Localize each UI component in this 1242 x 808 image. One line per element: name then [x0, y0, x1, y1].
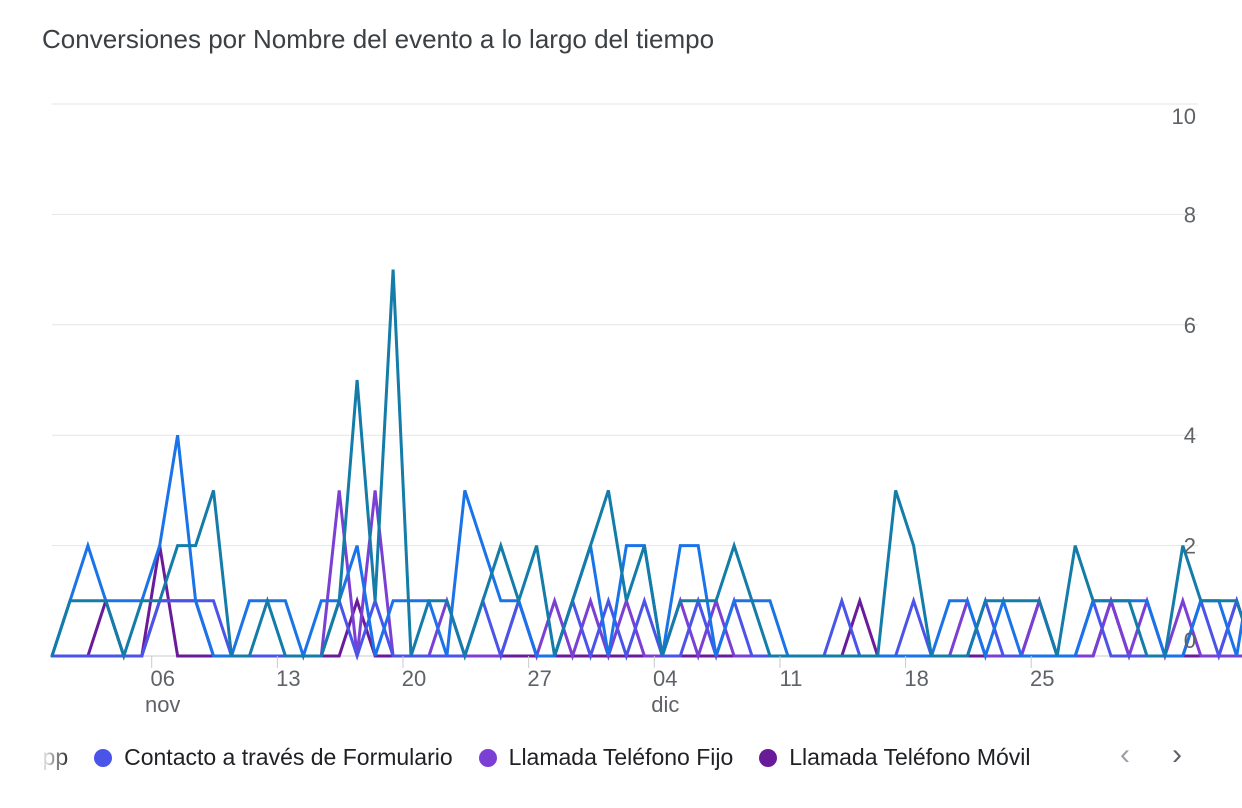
y-tick-label: 6	[1184, 313, 1196, 338]
y-tick-label: 0	[1184, 628, 1196, 653]
legend-label: Llamada Teléfono Fijo	[508, 744, 734, 770]
legend-swatch	[759, 748, 778, 767]
y-tick-label: 10	[1172, 104, 1196, 129]
y-tick-label: 2	[1184, 534, 1196, 559]
x-tick-label: 25	[1030, 666, 1054, 691]
x-tick-label: 18	[904, 666, 928, 691]
x-tick-label: 04	[653, 666, 677, 691]
chevron-left-icon[interactable]: ‹	[1120, 738, 1130, 771]
y-tick-label: 8	[1184, 202, 1196, 227]
x-tick-label: 20	[402, 666, 426, 691]
series-lines	[50, 269, 1242, 661]
x-tick-label: 11	[780, 666, 803, 691]
legend-track: WhatsAppContacto a través de FormularioL…	[40, 744, 1057, 771]
legend-item[interactable]: Contacto a través de Formulario	[94, 744, 453, 771]
x-tick-sublabel: nov	[145, 692, 180, 717]
legend-item[interactable]: Llamada Teléfono Fijo	[478, 744, 734, 771]
legend-label: Contacto a través de Formulario	[124, 744, 453, 770]
series-line	[50, 490, 1242, 661]
legend-swatch	[478, 748, 497, 767]
series-line	[50, 269, 1242, 661]
legend-item[interactable]: Llamada Teléfono Móvil	[759, 744, 1031, 771]
chart-title: Conversiones por Nombre del evento a lo …	[42, 24, 715, 54]
legend-fade-left	[40, 740, 70, 780]
x-tick-label: 06	[150, 666, 174, 691]
chevron-right-icon[interactable]: ›	[1172, 738, 1182, 771]
legend: WhatsAppContacto a través de FormularioL…	[40, 740, 1102, 780]
y-axis-ticks: 0 2 4 6 8 10	[1172, 104, 1196, 653]
legend-fade-right	[1032, 740, 1102, 780]
legend-swatch	[94, 748, 113, 767]
x-tick-label: 27	[527, 666, 551, 691]
y-tick-label: 4	[1184, 423, 1196, 448]
x-tick-sublabel: dic	[651, 692, 679, 717]
x-tick-label: 13	[276, 666, 300, 691]
legend-label: Llamada Teléfono Móvil	[789, 744, 1031, 770]
